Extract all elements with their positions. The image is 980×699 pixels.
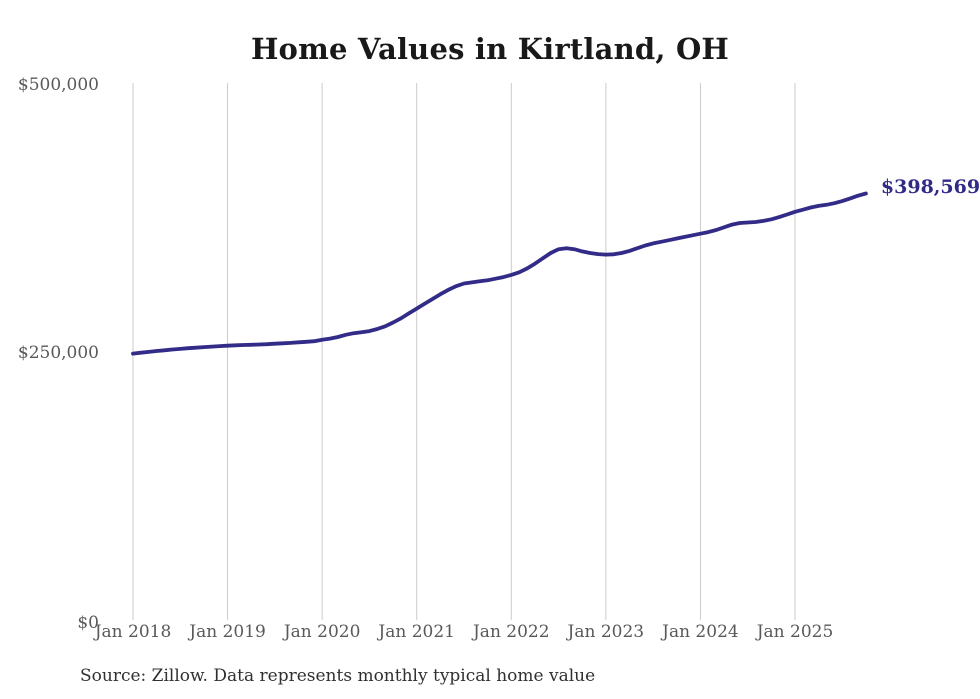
x-axis-label: Jan 2020 [283,622,361,642]
x-axis-label: Jan 2024 [662,622,739,642]
x-axis-label: Jan 2022 [472,622,550,642]
x-axis-label: Jan 2019 [189,622,266,642]
latest-value-label: $398,569 [880,175,980,198]
x-axis-label: Jan 2018 [94,622,172,642]
y-axis-label: $250,000 [17,342,99,363]
x-axis-label: Jan 2025 [756,622,834,642]
y-axis-label: $500,000 [17,75,99,95]
y-axis-label: $0 [77,613,99,633]
vertical-gridlines [132,83,796,620]
home-value-line [131,191,868,356]
source-note: Source: Zillow. Data represents monthly … [80,666,596,686]
x-axis-label: Jan 2021 [378,622,455,642]
x-axis-label: Jan 2023 [567,622,645,642]
chart-title: Home Values in Kirtland, OH [250,32,730,66]
